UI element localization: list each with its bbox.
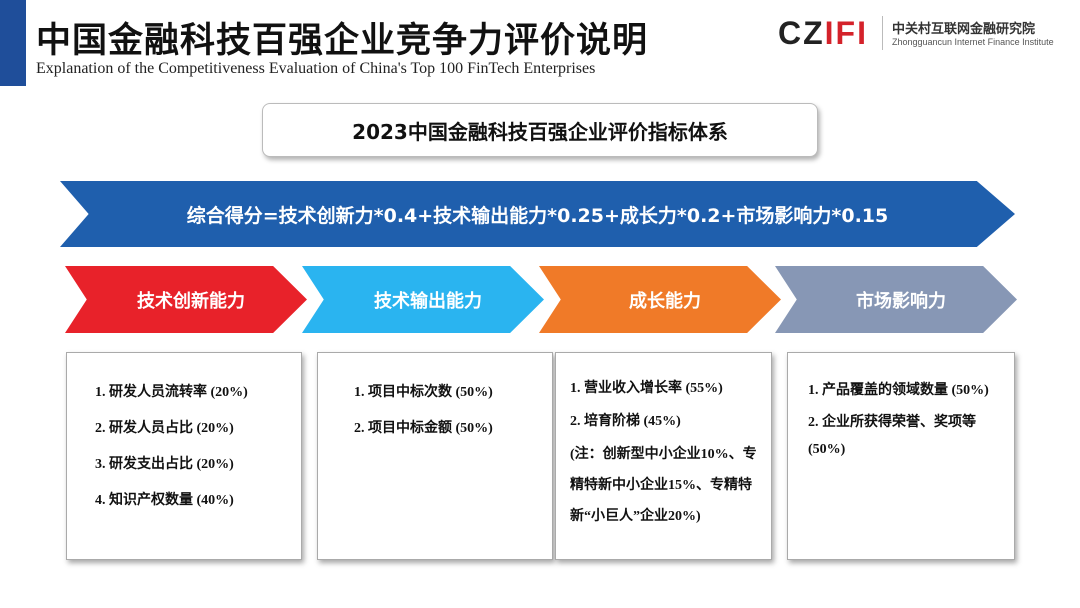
indicator-box-growth: 1. 营业收入增长率 (55%) 2. 培育阶梯 (45%) (注：创新型中小企… <box>555 352 772 560</box>
indicator-item: 2. 项目中标金额 (50%) <box>354 421 493 436</box>
indicator-item: 1. 营业收入增长率 (55%) <box>570 381 723 396</box>
logo-divider <box>882 16 883 50</box>
indicator-item: 2. 培育阶梯 (45%) <box>570 414 681 429</box>
formula-arrow: 综合得分=技术创新力*0.4+技术输出能力*0.25+成长力*0.2+市场影响力… <box>60 181 1015 247</box>
indicator-box-tech-innovation: 1. 研发人员流转率 (20%) 2. 研发人员占比 (20%) 3. 研发支出… <box>66 352 302 560</box>
logo-name-cn: 中关村互联网金融研究院 <box>892 22 1036 37</box>
indicator-item: 2. 研发人员占比 (20%) <box>95 421 234 436</box>
logo: CZIFI 中关村互联网金融研究院 Zhongguancun Internet … <box>778 14 1068 54</box>
system-title: 2023中国金融科技百强企业评价指标体系 <box>262 103 818 157</box>
indicator-note: (注：创新型中小企业10%、专精特新中小企业15%、专精特新“小巨人”企业20%… <box>570 447 757 524</box>
indicator-item: 1. 产品覆盖的领域数量 (50%) <box>808 383 989 398</box>
category-growth: 成长能力 <box>539 266 781 333</box>
indicator-item: 3. 研发支出占比 (20%) <box>95 457 234 472</box>
logo-name-en: Zhongguancun Internet Finance Institute <box>892 37 1054 47</box>
indicator-item: 1. 项目中标次数 (50%) <box>354 385 493 400</box>
category-market-influence: 市场影响力 <box>775 266 1017 333</box>
page-subtitle: Explanation of the Competitiveness Evalu… <box>36 60 596 77</box>
category-tech-innovation: 技术创新能力 <box>65 266 307 333</box>
logo-mark: CZIFI <box>778 15 868 51</box>
indicator-box-tech-output: 1. 项目中标次数 (50%) 2. 项目中标金额 (50%) <box>317 352 553 560</box>
indicator-item: 4. 知识产权数量 (40%) <box>95 493 234 508</box>
indicator-box-market-influence: 1. 产品覆盖的领域数量 (50%) 2. 企业所获得荣誉、奖项等 (50%) <box>787 352 1015 560</box>
page-title: 中国金融科技百强企业竞争力评价说明 <box>36 21 649 61</box>
indicator-item: 1. 研发人员流转率 (20%) <box>95 385 248 400</box>
indicator-item: 2. 企业所获得荣誉、奖项等 (50%) <box>808 415 976 457</box>
accent-bar <box>0 0 26 86</box>
category-tech-output: 技术输出能力 <box>302 266 544 333</box>
